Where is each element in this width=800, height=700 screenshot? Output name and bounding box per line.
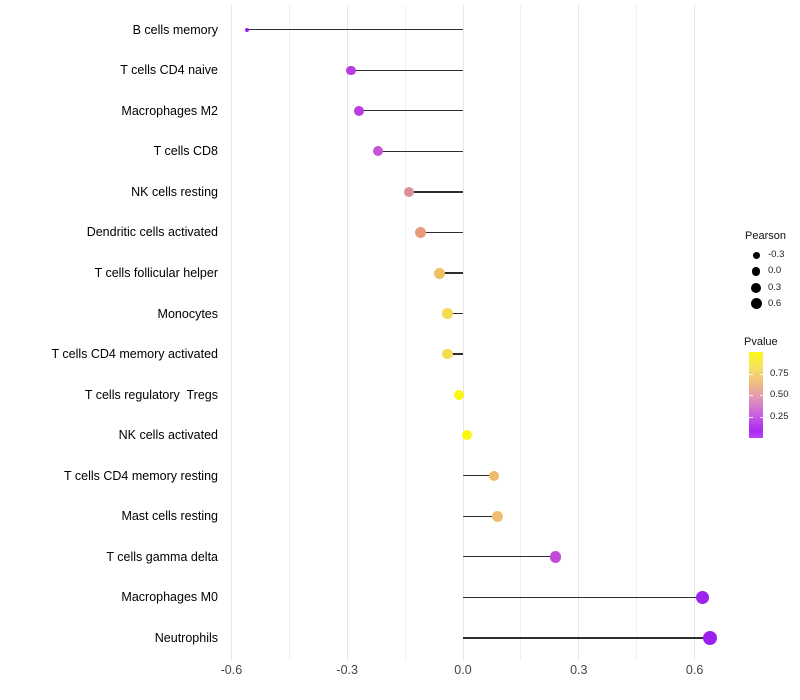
x-tick-label: 0.6 — [685, 663, 704, 677]
size-legend-dot — [750, 298, 762, 310]
size-legend-dot — [751, 282, 761, 293]
colorbar-tick-label: 0.75 — [770, 367, 789, 379]
gridline-x-major — [230, 5, 232, 660]
gridline-x-major — [578, 5, 580, 660]
category-label: Macrophages M2 — [121, 103, 218, 118]
lollipop-dot — [346, 65, 356, 75]
color-legend-title: Pvalue — [744, 336, 778, 348]
lollipop-dot — [488, 470, 500, 481]
category-label: T cells CD4 memory resting — [64, 468, 218, 483]
lollipop-stem — [420, 231, 463, 234]
size-legend-label: 0.3 — [768, 281, 782, 293]
lollipop-stem — [447, 312, 463, 315]
gridline-x-minor — [520, 5, 522, 660]
gridline-x-minor — [636, 5, 638, 660]
category-label: Mast cells resting — [121, 509, 218, 524]
category-label: T cells follicular helper — [94, 266, 218, 280]
lollipop-stem — [439, 272, 463, 274]
lollipop-dot — [434, 267, 446, 279]
x-tick-label: -0.6 — [220, 663, 243, 677]
size-legend-title: Pearson — [745, 230, 786, 242]
plot-panel — [224, 5, 733, 660]
category-label: T cells gamma delta — [106, 549, 218, 564]
category-label: T cells CD4 naive — [120, 63, 218, 78]
lollipop-stem — [463, 475, 494, 477]
lollipop-stem — [246, 29, 463, 31]
category-label: Neutrophils — [154, 630, 218, 645]
x-tick-label: 0.3 — [570, 663, 588, 677]
category-label: T cells CD8 — [153, 144, 218, 159]
lollipop-stem — [463, 515, 498, 517]
lollipop-dot — [373, 146, 384, 157]
x-tick-label: 0.0 — [454, 663, 472, 677]
lollipop-dot — [461, 430, 472, 441]
x-tick-label: -0.3 — [336, 663, 358, 677]
lollipop-dot — [454, 389, 465, 400]
size-legend-label: 0.6 — [768, 297, 782, 309]
size-legend-dot — [752, 251, 760, 259]
gridline-x-major — [346, 5, 348, 660]
lollipop-dot — [703, 630, 718, 645]
category-label: Monocytes — [157, 306, 218, 321]
lollipop-stem — [463, 637, 711, 639]
lollipop-stem — [351, 69, 463, 71]
lollipop-stem — [358, 110, 463, 112]
lollipop-stem — [463, 556, 556, 558]
lollipop-dot — [442, 348, 453, 360]
gridline-x-minor — [288, 5, 290, 660]
colorbar-tick-label: 0.50 — [770, 389, 789, 400]
colorbar-tick — [749, 416, 753, 418]
lollipop-dot — [695, 590, 709, 604]
gridline-x-minor — [404, 5, 406, 660]
colorbar-tick — [749, 395, 753, 396]
gridline-x-major — [694, 5, 696, 660]
size-legend-label: -0.3 — [768, 249, 785, 260]
lollipop-stem — [463, 596, 703, 599]
lollipop-dot — [492, 510, 504, 522]
colorbar-tick-label: 0.25 — [770, 410, 789, 422]
category-label: B cells memory — [132, 22, 218, 37]
lollipop-stem — [447, 353, 463, 355]
colorbar-tick — [759, 373, 763, 375]
gridline-x-major — [462, 5, 464, 660]
lollipop-dot — [403, 186, 415, 198]
size-legend-dot — [751, 267, 761, 276]
lollipop-dot — [549, 551, 562, 563]
size-legend-label: 0.0 — [768, 265, 782, 277]
category-label: Macrophages M0 — [121, 590, 218, 605]
category-label: T cells regulatory Tregs — [84, 387, 218, 402]
colorbar-tick — [759, 416, 763, 418]
lollipop-dot — [442, 308, 453, 319]
category-label: NK cells resting — [131, 184, 218, 199]
lollipop-dot — [244, 27, 249, 32]
lollipop-stem — [408, 191, 463, 193]
lollipop-stem — [378, 150, 463, 152]
category-label: Dendritic cells activated — [86, 225, 218, 240]
colorbar-tick — [759, 395, 763, 396]
lollipop-dot — [353, 105, 364, 116]
colorbar-tick — [749, 373, 753, 375]
category-label: T cells CD4 memory activated — [51, 347, 219, 362]
category-label: NK cells activated — [118, 428, 218, 443]
lollipop-dot — [415, 226, 427, 238]
